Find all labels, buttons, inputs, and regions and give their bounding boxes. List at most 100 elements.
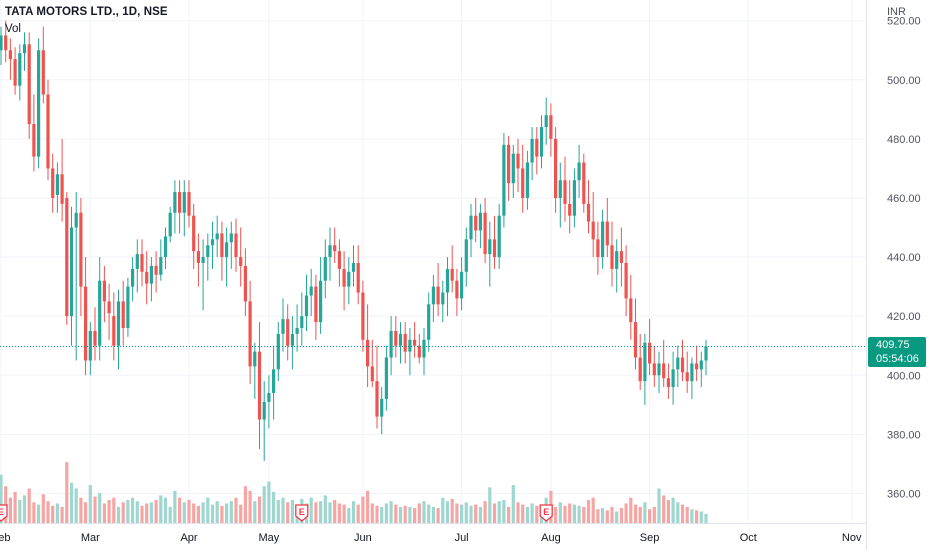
time-tick-label: Oct — [740, 532, 757, 544]
candle — [422, 327, 426, 376]
candle-body — [37, 50, 41, 157]
volume-bar — [27, 488, 31, 523]
time-tick-label: Sep — [640, 532, 660, 544]
candle-body — [558, 180, 562, 198]
earnings-marker[interactable]: E — [539, 504, 553, 522]
candle — [657, 351, 661, 393]
volume-bar — [629, 497, 633, 523]
candle — [474, 197, 478, 243]
candle-body — [149, 265, 153, 284]
candle — [502, 132, 506, 228]
volume-bar — [441, 497, 445, 523]
candle-body — [126, 286, 130, 328]
candle-body — [460, 271, 464, 299]
volume-bar — [121, 502, 125, 523]
volume-bar — [206, 497, 210, 523]
volume-bar — [610, 506, 614, 523]
volume-bar — [671, 497, 675, 523]
bar-countdown: 05:54:06 — [876, 353, 919, 366]
candle-body — [229, 233, 233, 243]
volume-bar — [445, 501, 450, 523]
volume-bar — [554, 506, 558, 523]
earnings-marker[interactable]: E — [295, 504, 309, 522]
volume-bar — [46, 501, 50, 523]
volume-bar — [460, 504, 464, 523]
earnings-marker[interactable]: E — [0, 504, 8, 522]
candle — [41, 26, 45, 104]
candle-body — [474, 215, 478, 231]
volume-bar — [413, 508, 417, 523]
candle-body — [652, 363, 656, 376]
candle — [638, 333, 642, 391]
price-axis[interactable]: 520.00 500.00 480.00 460.00 440.00 420.00 400.… — [887, 16, 921, 501]
volume-bar — [699, 511, 703, 523]
candle-body — [32, 124, 36, 157]
candle-body — [375, 381, 379, 417]
candle — [488, 221, 492, 287]
candle-body — [210, 239, 215, 246]
candle-body — [173, 192, 177, 213]
candle-body — [243, 265, 247, 302]
candle — [154, 251, 158, 293]
candle — [704, 339, 708, 376]
candle — [163, 227, 168, 269]
time-axis[interactable]: Feb Mar Apr May Jun Jul Aug Sep Oct Nov — [0, 532, 862, 544]
candle — [427, 292, 431, 352]
candle — [483, 197, 487, 263]
volume-bar — [168, 506, 172, 523]
candle-body — [596, 239, 600, 258]
volume-bar — [436, 508, 440, 523]
volume-bar — [309, 497, 313, 523]
candle — [229, 221, 233, 269]
candle — [290, 316, 294, 370]
candle — [281, 298, 285, 352]
candle-body — [398, 333, 403, 346]
candle-body — [79, 212, 83, 287]
candle — [577, 144, 581, 198]
candle-body — [351, 262, 356, 272]
candle — [572, 168, 576, 228]
candle-body — [408, 339, 412, 352]
volume-bar — [676, 502, 680, 523]
candle-body — [568, 203, 572, 216]
volume-bar — [375, 505, 379, 523]
candle-body — [196, 251, 200, 263]
candle — [615, 239, 619, 293]
candle-body — [314, 286, 318, 323]
candle-body — [643, 342, 647, 382]
volume-bar — [591, 497, 595, 523]
candle-body — [511, 153, 515, 184]
candle-body — [88, 330, 92, 361]
volume-bar — [262, 486, 266, 523]
candle — [178, 180, 182, 234]
candle-body — [65, 197, 69, 317]
candle-body — [610, 245, 614, 269]
candle-body — [384, 357, 388, 399]
candle — [79, 197, 83, 317]
candle-body — [690, 363, 694, 382]
candle — [351, 245, 356, 287]
candle — [4, 20, 8, 63]
volume-bar — [131, 497, 135, 523]
volume-bar — [267, 481, 271, 523]
time-tick-label: Mar — [81, 532, 100, 544]
candle-body — [304, 295, 309, 317]
candle — [192, 203, 196, 269]
volume-bar — [107, 500, 111, 523]
candle — [516, 138, 520, 193]
candle-body — [220, 233, 224, 258]
volume-bar — [464, 502, 468, 523]
volume-bar — [431, 506, 435, 523]
volume-bar — [535, 505, 539, 523]
candle — [596, 221, 600, 275]
time-tick-label: Feb — [0, 532, 10, 544]
candle — [558, 162, 562, 228]
volume-bar — [149, 502, 153, 523]
price-tick-label: 460.00 — [887, 193, 921, 205]
candle-body — [633, 322, 638, 358]
candle — [98, 257, 102, 361]
candle-body — [436, 286, 440, 305]
candle-body — [69, 227, 74, 317]
